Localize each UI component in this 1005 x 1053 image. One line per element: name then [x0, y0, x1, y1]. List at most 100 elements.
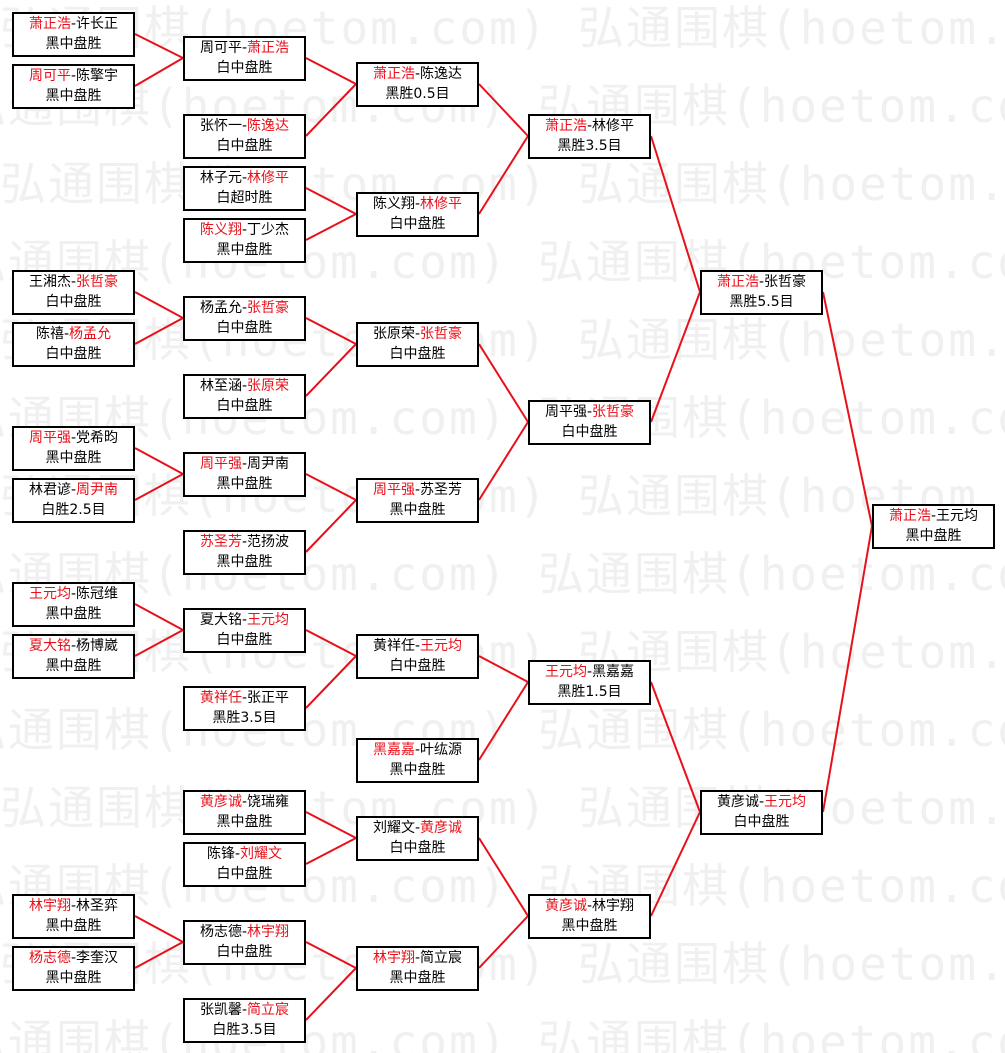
match-box: 周平强-周尹南 黑中盘胜: [183, 452, 306, 497]
player-white: 张正平: [247, 690, 290, 706]
separator: -: [241, 170, 248, 186]
match-box: 刘耀文-黄彦诚 白中盘胜: [356, 816, 479, 861]
watermark-text: 弘通围棋(hoetom.com) 弘通围棋(hoetom.com): [0, 235, 1005, 289]
player-white: 简立宸: [247, 1002, 290, 1018]
player-black: 萧正浩: [716, 274, 759, 290]
player-black: 黄彦诚: [544, 898, 587, 914]
separator: -: [70, 638, 77, 654]
player-black: 陈义翔: [372, 196, 415, 212]
separator: -: [241, 534, 248, 550]
player-black: 杨孟允: [199, 300, 242, 316]
match-players: 陈锋-刘耀文: [185, 844, 304, 864]
separator: -: [241, 924, 248, 940]
match-result: 黑中盘胜: [216, 242, 273, 258]
player-black: 夏大铭: [28, 638, 71, 654]
separator: -: [414, 950, 421, 966]
match-box: 周可平-陈擎宇黑中盘胜: [12, 64, 135, 109]
match-result: 黑中盘胜: [561, 918, 618, 934]
bracket-connector: [650, 135, 701, 293]
watermark-text: 弘通围棋(hoetom.com) 弘通围棋(hoetom.com): [0, 157, 1005, 211]
match-players: 杨孟允-张哲豪: [185, 298, 304, 318]
player-black: 苏圣芳: [199, 534, 242, 550]
player-black: 王元均: [28, 586, 71, 602]
player-black: 萧正浩: [372, 66, 415, 82]
match-players: 陈义翔-丁少杰: [185, 220, 304, 240]
separator: -: [414, 196, 421, 212]
match-players: 黄祥任-王元均: [358, 636, 477, 656]
match-players: 周可平-陈擎宇: [14, 66, 133, 86]
match-box: 黑嘉嘉-叶纮源 黑中盘胜: [356, 738, 479, 783]
player-black: 萧正浩: [888, 508, 931, 524]
match-box: 苏圣芳-范扬波 黑中盘胜: [183, 530, 306, 575]
match-players: 林至涵-张原荣: [185, 376, 304, 396]
bracket-connector: [822, 525, 873, 813]
match-result: 黑中盘胜: [216, 814, 273, 830]
player-black: 周平强: [199, 456, 242, 472]
match-box: 萧正浩-林修平 黑胜3.5目: [528, 114, 651, 159]
match-result: 黑胜3.5目: [557, 138, 622, 154]
match-result: 黑中盘胜: [389, 762, 446, 778]
player-white: 杨博崴: [76, 638, 119, 654]
player-black: 黑嘉嘉: [372, 742, 415, 758]
watermark-text: 弘通围棋(hoetom.com) 弘通围棋(hoetom.com): [0, 937, 1005, 991]
separator: -: [241, 1002, 248, 1018]
player-black: 张凯馨: [199, 1002, 242, 1018]
player-black: 林宇翔: [28, 898, 71, 914]
match-players: 黄彦诚-林宇翔: [530, 896, 649, 916]
separator: -: [70, 950, 77, 966]
bracket-connector: [305, 837, 357, 865]
match-players: 周可平-萧正浩: [185, 38, 304, 58]
match-box: 王元均-黑嘉嘉 黑胜1.5目: [528, 660, 651, 705]
watermark-text: 弘通围棋(hoetom.com) 弘通围棋(hoetom.com): [0, 859, 1005, 913]
separator: -: [414, 326, 421, 342]
match-players: 萧正浩-王元均: [874, 506, 993, 526]
bracket-connector: [478, 655, 529, 683]
match-players: 林子元-林修平: [185, 168, 304, 188]
watermark-text: 弘通围棋(hoetom.com) 弘通围棋(hoetom.com): [0, 391, 1005, 445]
match-box: 周平强-苏圣芳 黑中盘胜: [356, 478, 479, 523]
match-box: 黄祥任-张正平 黑胜3.5目: [183, 686, 306, 731]
watermark-text: 弘通围棋(hoetom.com) 弘通围棋(hoetom.com): [0, 1, 1005, 55]
match-players: 王湘杰-张哲豪: [14, 272, 133, 292]
separator: -: [414, 482, 421, 498]
match-players: 黄祥任-张正平: [185, 688, 304, 708]
player-black: 张怀一: [199, 118, 242, 134]
player-white: 丁少杰: [247, 222, 290, 238]
player-black: 林子元: [199, 170, 242, 186]
match-players: 张凯馨-简立宸: [185, 1000, 304, 1020]
watermark-text: 弘通围棋(hoetom.com) 弘通围棋(hoetom.com): [0, 625, 1005, 679]
separator: -: [586, 898, 593, 914]
player-white: 王元均: [247, 612, 290, 628]
separator: -: [586, 404, 593, 420]
match-players: 夏大铭-王元均: [185, 610, 304, 630]
bracket-connector: [478, 421, 529, 501]
match-players: 陈禧-杨孟允: [14, 324, 133, 344]
match-result: 黑中盘胜: [216, 476, 273, 492]
match-result: 白中盘胜: [389, 840, 446, 856]
match-result: 白胜2.5目: [41, 502, 106, 518]
match-box: 夏大铭-王元均 白中盘胜: [183, 608, 306, 653]
separator: -: [70, 16, 77, 32]
player-black: 陈义翔: [199, 222, 242, 238]
match-box: 萧正浩-王元均 黑中盘胜: [872, 504, 995, 549]
bracket-connector: [305, 629, 357, 657]
player-black: 林至涵: [199, 378, 242, 394]
match-box: 黄祥任-王元均 白中盘胜: [356, 634, 479, 679]
player-black: 周可平: [199, 40, 242, 56]
match-result: 黑中盘胜: [389, 502, 446, 518]
match-result: 黑中盘胜: [45, 88, 102, 104]
match-result: 白中盘胜: [561, 424, 618, 440]
bracket-connector: [305, 213, 357, 241]
player-black: 陈锋: [206, 846, 235, 862]
separator: -: [70, 68, 77, 84]
bracket-connector: [134, 473, 184, 501]
separator: -: [63, 326, 70, 342]
separator: -: [70, 430, 77, 446]
match-result: 白中盘胜: [45, 294, 102, 310]
bracket-connector: [305, 57, 357, 85]
player-black: 林宇翔: [372, 950, 415, 966]
player-white: 简立宸: [420, 950, 463, 966]
match-players: 林宇翔-简立宸: [358, 948, 477, 968]
